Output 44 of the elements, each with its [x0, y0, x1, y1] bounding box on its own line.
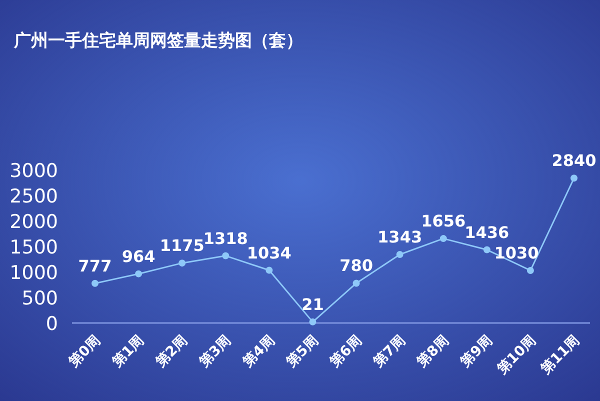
x-tick-label: 第11周	[537, 332, 583, 378]
data-label: 1343	[378, 228, 422, 247]
x-tick-label: 第10周	[494, 332, 540, 378]
y-tick-label: 0	[46, 313, 58, 335]
point	[178, 260, 186, 267]
data-label: 780	[340, 256, 373, 276]
data-label: 1436	[464, 222, 510, 242]
y-tick-label: 2500	[10, 186, 58, 208]
x-tick-label: 第9周	[457, 332, 496, 372]
point	[266, 266, 273, 274]
data-label: 1656	[421, 212, 466, 231]
data-label: 1034	[246, 243, 292, 262]
data-label: 777	[78, 256, 112, 276]
y-tick-label: 1000	[10, 262, 58, 284]
y-tick-label: 3000	[10, 160, 58, 182]
y-tick-label: 500	[22, 288, 58, 310]
x-tick-label: 第6周	[326, 332, 366, 372]
point	[92, 280, 98, 287]
point	[483, 246, 490, 254]
data-label: 1030	[494, 243, 539, 262]
point	[440, 235, 447, 242]
x-tick-label: 第2周	[152, 332, 191, 372]
x-tick-label: 第0周	[65, 332, 104, 372]
chart-title: 广州一手住宅单周网签量走势图（套）	[13, 31, 303, 51]
data-label: 964	[122, 246, 156, 266]
x-tick-label: 第7周	[370, 332, 409, 372]
point	[135, 270, 142, 278]
data-label: 2840	[552, 151, 596, 170]
y-tick-label: 1500	[10, 236, 58, 258]
point	[570, 174, 578, 182]
y-tick-label: 2000	[10, 211, 58, 233]
point	[396, 251, 404, 258]
data-label: 21	[302, 294, 324, 314]
point	[309, 318, 316, 326]
x-tick-label: 第4周	[239, 332, 278, 372]
x-tick-label: 第1周	[108, 332, 148, 372]
data-label: 1318	[203, 228, 248, 248]
point	[222, 252, 230, 260]
point	[526, 266, 534, 274]
data-label: 1175	[160, 236, 204, 256]
point	[352, 280, 360, 287]
x-tick-label: 第5周	[282, 332, 322, 372]
x-tick-label: 第3周	[196, 332, 234, 372]
x-tick-label: 第8周	[413, 332, 452, 372]
